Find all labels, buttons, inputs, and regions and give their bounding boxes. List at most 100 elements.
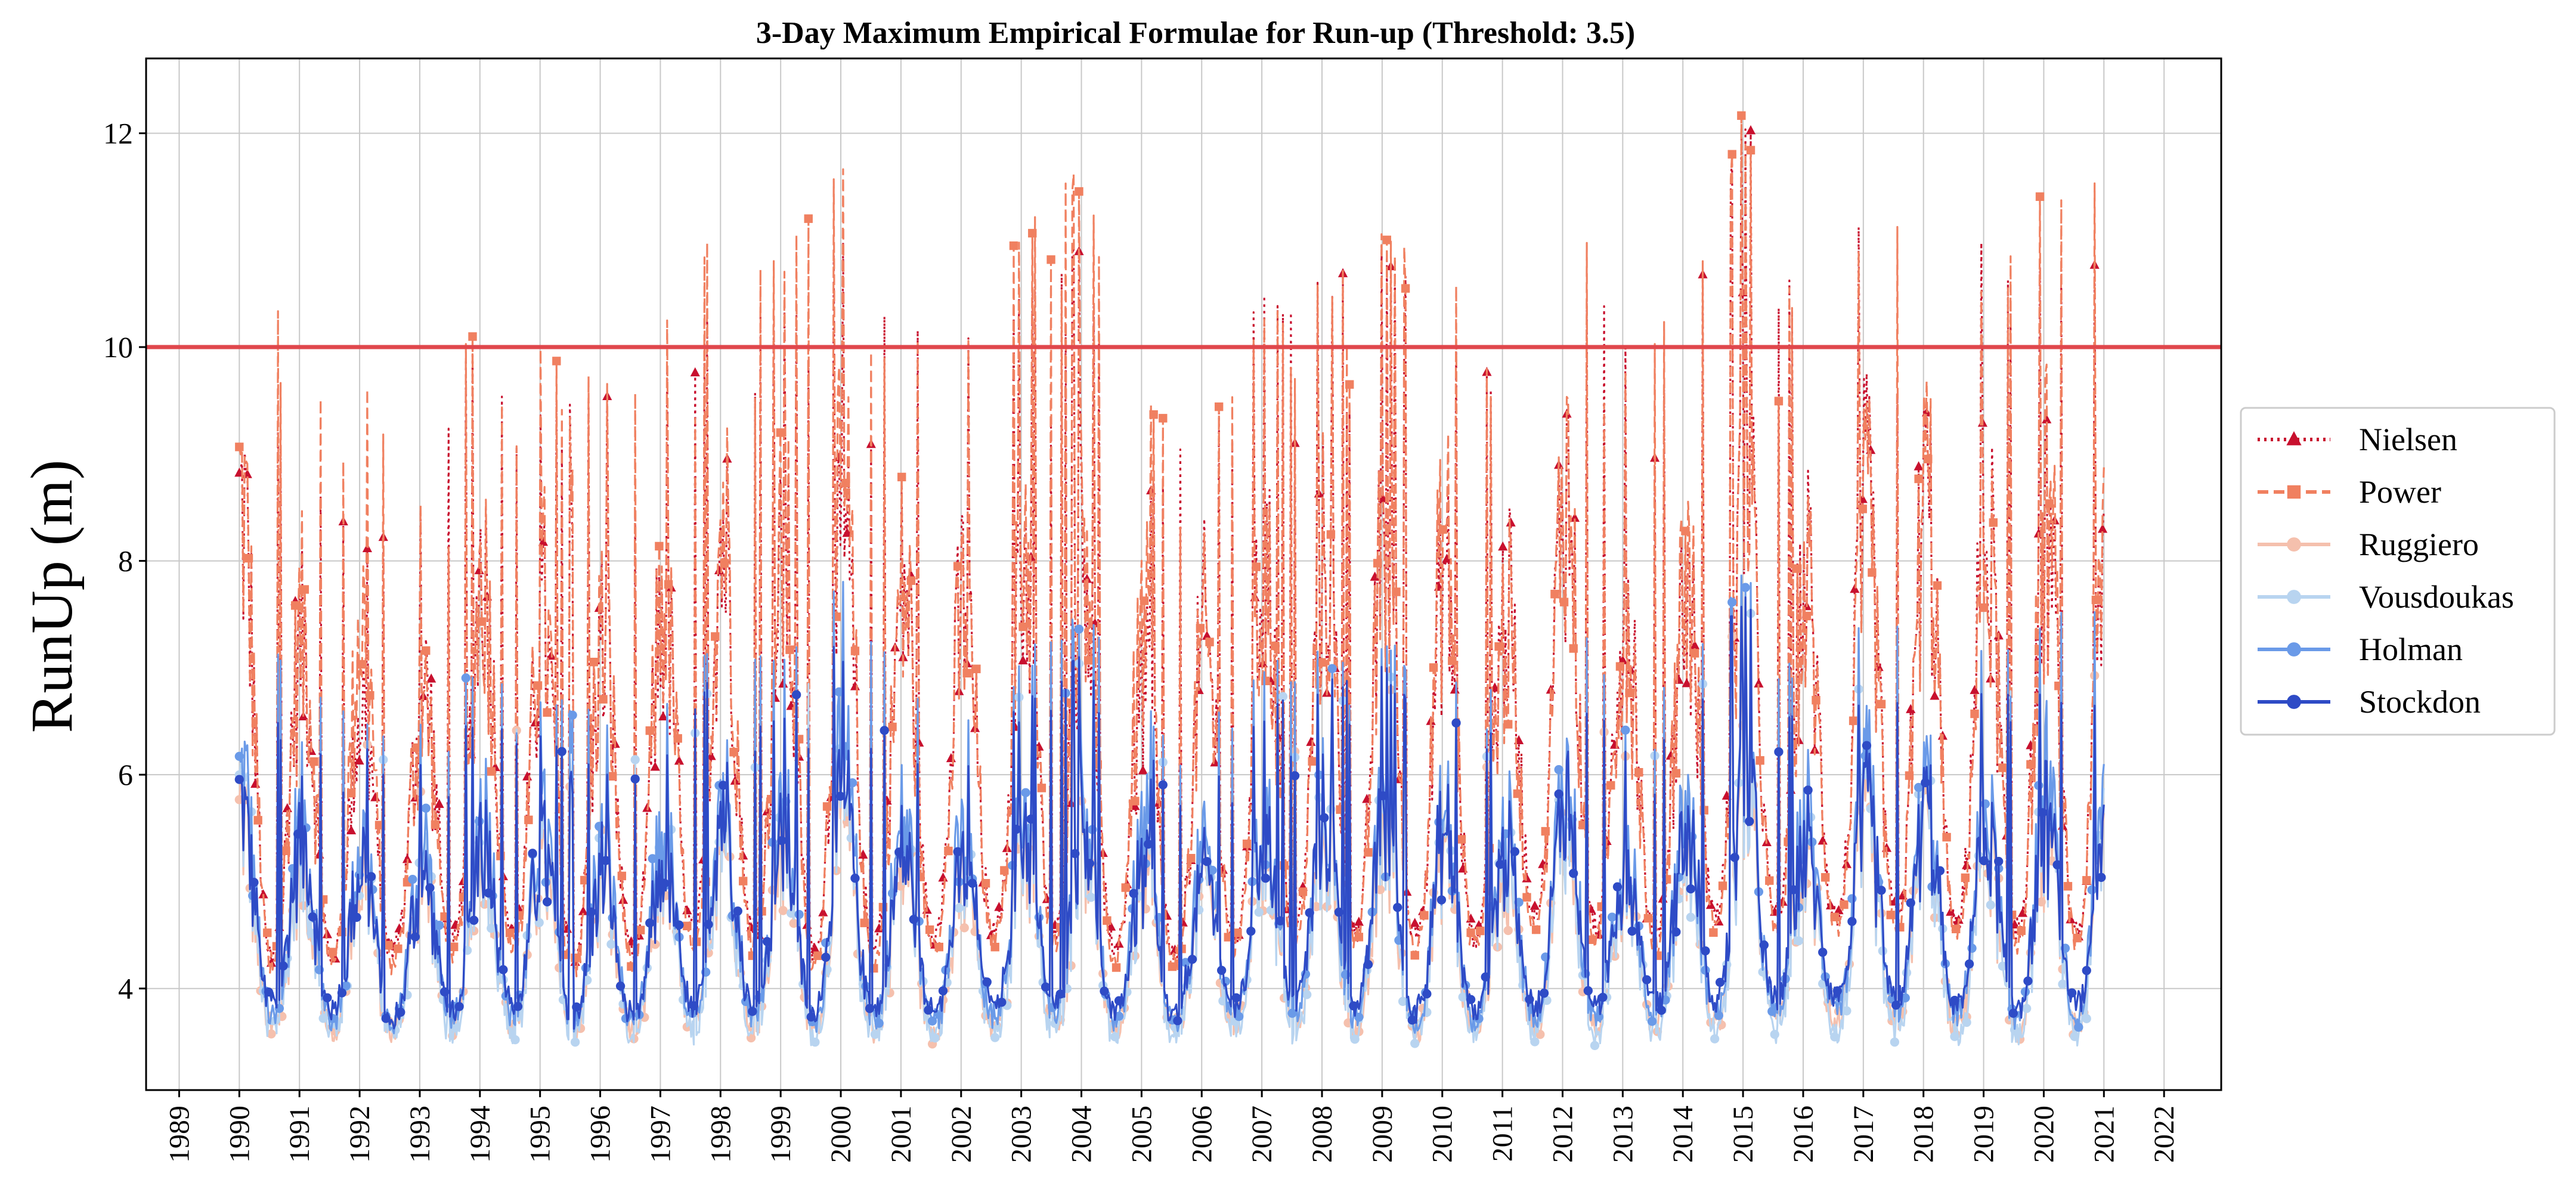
marker-stockdon	[1701, 946, 1710, 956]
x-tick-label-1994: 1994	[465, 1106, 496, 1163]
marker-holman	[1647, 1017, 1657, 1026]
marker-vousdoukas	[1278, 692, 1288, 701]
marker-stockdon	[1129, 889, 1138, 898]
marker-stockdon	[1525, 995, 1534, 1004]
legend-label-nielsen: Nielsen	[2359, 422, 2457, 457]
marker-stockdon	[850, 874, 860, 883]
marker-stockdon	[1290, 771, 1300, 781]
marker-power	[1503, 720, 1513, 729]
marker-power	[1448, 656, 1457, 665]
marker-power	[925, 925, 934, 934]
marker-power	[263, 928, 272, 937]
marker-stockdon	[645, 918, 655, 928]
legend-label-vousdoukas: Vousdoukas	[2359, 579, 2514, 615]
marker-power	[505, 928, 515, 937]
series-line-stockdon	[239, 596, 2105, 1030]
marker-power	[962, 668, 971, 678]
marker-power	[617, 871, 627, 881]
marker-nielsen	[1745, 125, 1756, 135]
marker-stockdon	[806, 1012, 816, 1022]
marker-power	[739, 877, 748, 886]
marker-power	[2091, 595, 2101, 605]
marker-power	[972, 664, 981, 673]
x-tick-label-2008: 2008	[1306, 1106, 1338, 1163]
marker-stockdon	[1554, 789, 1563, 799]
marker-nielsen	[690, 367, 700, 377]
marker-vousdoukas	[2058, 979, 2067, 989]
y-tick-label-10: 10	[103, 330, 133, 364]
marker-nielsen	[1442, 553, 1452, 563]
marker-stockdon	[1832, 986, 1842, 996]
marker-power	[990, 942, 999, 952]
x-tick-label-2020: 2020	[2028, 1106, 2060, 1163]
marker-holman	[1900, 993, 1910, 1003]
x-tick-label-1998: 1998	[705, 1106, 736, 1163]
marker-nielsen	[1018, 655, 1028, 665]
marker-power	[1354, 933, 1364, 942]
marker-power	[1103, 916, 1111, 925]
marker-nielsen	[1970, 685, 1980, 694]
marker-power	[1802, 611, 1812, 621]
marker-stockdon	[1657, 1005, 1666, 1015]
marker-nielsen	[1930, 691, 1940, 700]
marker-power	[1009, 241, 1018, 250]
marker-holman	[1767, 1007, 1777, 1016]
marker-stockdon	[323, 993, 332, 1002]
marker-nielsen	[1130, 801, 1140, 810]
marker-power	[888, 722, 897, 732]
marker-stockdon	[1598, 992, 1608, 1002]
marker-stockdon	[1891, 1000, 1901, 1010]
marker-power	[468, 332, 477, 341]
marker-stockdon	[865, 1004, 875, 1013]
marker-power	[1121, 883, 1130, 892]
marker-stockdon	[528, 849, 537, 858]
marker-power	[1615, 662, 1625, 671]
x-tick-label-2018: 2018	[1908, 1106, 1940, 1163]
marker-power	[1868, 568, 1877, 577]
marker-vousdoukas	[810, 1037, 820, 1047]
marker-vousdoukas	[1218, 996, 1228, 1006]
x-tick-label-2009: 2009	[1367, 1106, 1398, 1163]
marker-power	[1261, 676, 1270, 686]
marker-stockdon	[997, 998, 1007, 1007]
marker-vousdoukas	[2082, 1014, 2091, 1023]
marker-power	[822, 802, 832, 811]
marker-stockdon	[1730, 853, 1739, 862]
marker-power	[1308, 757, 1317, 766]
marker-nielsen	[538, 537, 549, 546]
marker-stockdon	[938, 986, 948, 996]
marker-power	[906, 576, 916, 585]
marker-holman	[1594, 1012, 1603, 1021]
marker-stockdon	[894, 847, 904, 857]
marker-power	[1168, 962, 1177, 971]
x-tick-label-1990: 1990	[224, 1106, 255, 1163]
marker-nielsen	[1138, 765, 1148, 775]
marker-power	[1000, 866, 1009, 875]
marker-stockdon	[2023, 976, 2033, 986]
x-tick-label-1995: 1995	[525, 1106, 556, 1163]
series-line-nielsen	[238, 128, 2105, 966]
legend-marker-nielsen	[2286, 431, 2302, 445]
marker-stockdon	[835, 791, 846, 801]
marker-vousdoukas	[1890, 1037, 1900, 1047]
marker-stockdon	[601, 856, 611, 865]
marker-stockdon	[1393, 903, 1402, 912]
marker-power	[1214, 402, 1224, 411]
marker-power	[1989, 518, 1998, 527]
marker-stockdon	[1202, 857, 1212, 866]
marker-stockdon	[1407, 1015, 1417, 1025]
marker-power	[440, 912, 449, 921]
marker-power	[1075, 187, 1083, 196]
marker-holman	[568, 710, 577, 720]
marker-vousdoukas	[630, 755, 640, 764]
marker-power	[1812, 695, 1820, 705]
marker-vousdoukas	[1962, 1017, 1971, 1027]
x-tick-label-1997: 1997	[645, 1106, 676, 1163]
marker-stockdon	[410, 932, 420, 942]
marker-power	[1345, 380, 1354, 389]
marker-power	[1914, 474, 1923, 484]
marker-stockdon	[909, 915, 918, 924]
marker-power	[412, 743, 421, 753]
marker-power	[1905, 771, 1914, 780]
marker-power	[599, 695, 608, 704]
